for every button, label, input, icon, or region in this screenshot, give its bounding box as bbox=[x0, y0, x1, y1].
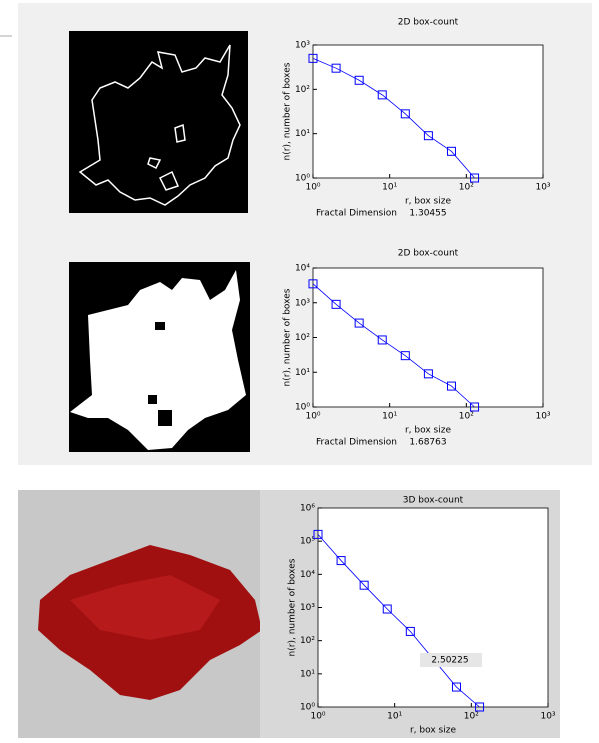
x-tick-label: 10⁰ bbox=[310, 712, 325, 722]
y-axis-label: n(r), number of boxes bbox=[288, 558, 298, 656]
plot-area bbox=[318, 508, 548, 707]
y-tick-label: 10⁶ bbox=[300, 504, 315, 514]
hole bbox=[155, 322, 165, 330]
annotation-label: Fractal Dimension bbox=[316, 209, 397, 219]
x-tick-label: 10¹ bbox=[382, 183, 397, 193]
x-tick-label: 10³ bbox=[535, 183, 550, 193]
plot-area bbox=[313, 45, 543, 178]
y-tick-label: 10² bbox=[300, 636, 315, 646]
y-tick-label: 10⁰ bbox=[295, 174, 310, 184]
annotation-value: 1.68763 bbox=[409, 438, 446, 448]
screen: 2D box-count 10⁰ 10¹ 10² 10³ 10⁰ 10¹ 10² 10³ r, b… bbox=[0, 0, 599, 739]
hole bbox=[158, 410, 172, 426]
annotation-label: Fractal Dimension bbox=[316, 438, 397, 448]
y-tick-label: 10⁰ bbox=[295, 403, 310, 413]
y-axis-label: n(r), number of boxes bbox=[283, 62, 293, 160]
x-tick-label: 10¹ bbox=[387, 712, 402, 722]
y-tick-label: 10³ bbox=[300, 603, 315, 613]
x-axis-label: r, box size bbox=[410, 726, 456, 736]
x-tick-label: 10¹ bbox=[382, 412, 397, 422]
x-tick-label: 10² bbox=[464, 712, 479, 722]
x-tick-label: 10⁰ bbox=[305, 183, 320, 193]
x-tick-label: 10² bbox=[459, 183, 474, 193]
y-tick-label: 10³ bbox=[295, 41, 310, 51]
chart-title: 3D box-count bbox=[403, 496, 464, 506]
annotation-value: 2.50225 bbox=[431, 656, 468, 666]
x-tick-label: 10² bbox=[459, 412, 474, 422]
hole bbox=[148, 395, 157, 404]
y-tick-label: 10⁰ bbox=[300, 703, 315, 713]
x-tick-label: 10³ bbox=[540, 712, 555, 722]
y-tick-label: 10⁴ bbox=[295, 264, 310, 274]
chart-title: 2D box-count bbox=[398, 18, 459, 28]
y-tick-label: 10¹ bbox=[295, 129, 310, 139]
y-tick-label: 10² bbox=[295, 333, 310, 343]
y-tick-label: 10¹ bbox=[295, 368, 310, 378]
x-tick-label: 10³ bbox=[535, 412, 550, 422]
x-axis-label: r, box size bbox=[405, 197, 451, 207]
y-axis-label: n(r), number of boxes bbox=[283, 288, 293, 386]
chart-title: 2D box-count bbox=[398, 249, 459, 259]
left-margin bbox=[0, 0, 14, 739]
x-axis-label: r, box size bbox=[405, 426, 451, 436]
y-tick-label: 10³ bbox=[295, 298, 310, 308]
y-tick-label: 10² bbox=[295, 85, 310, 95]
y-tick-label: 10⁴ bbox=[300, 570, 315, 580]
plot-area bbox=[313, 268, 543, 407]
x-tick-label: 10⁰ bbox=[305, 412, 320, 422]
annotation-value: 1.30455 bbox=[409, 209, 446, 219]
y-tick-label: 10⁵ bbox=[300, 537, 315, 547]
y-tick-label: 10¹ bbox=[300, 669, 315, 679]
